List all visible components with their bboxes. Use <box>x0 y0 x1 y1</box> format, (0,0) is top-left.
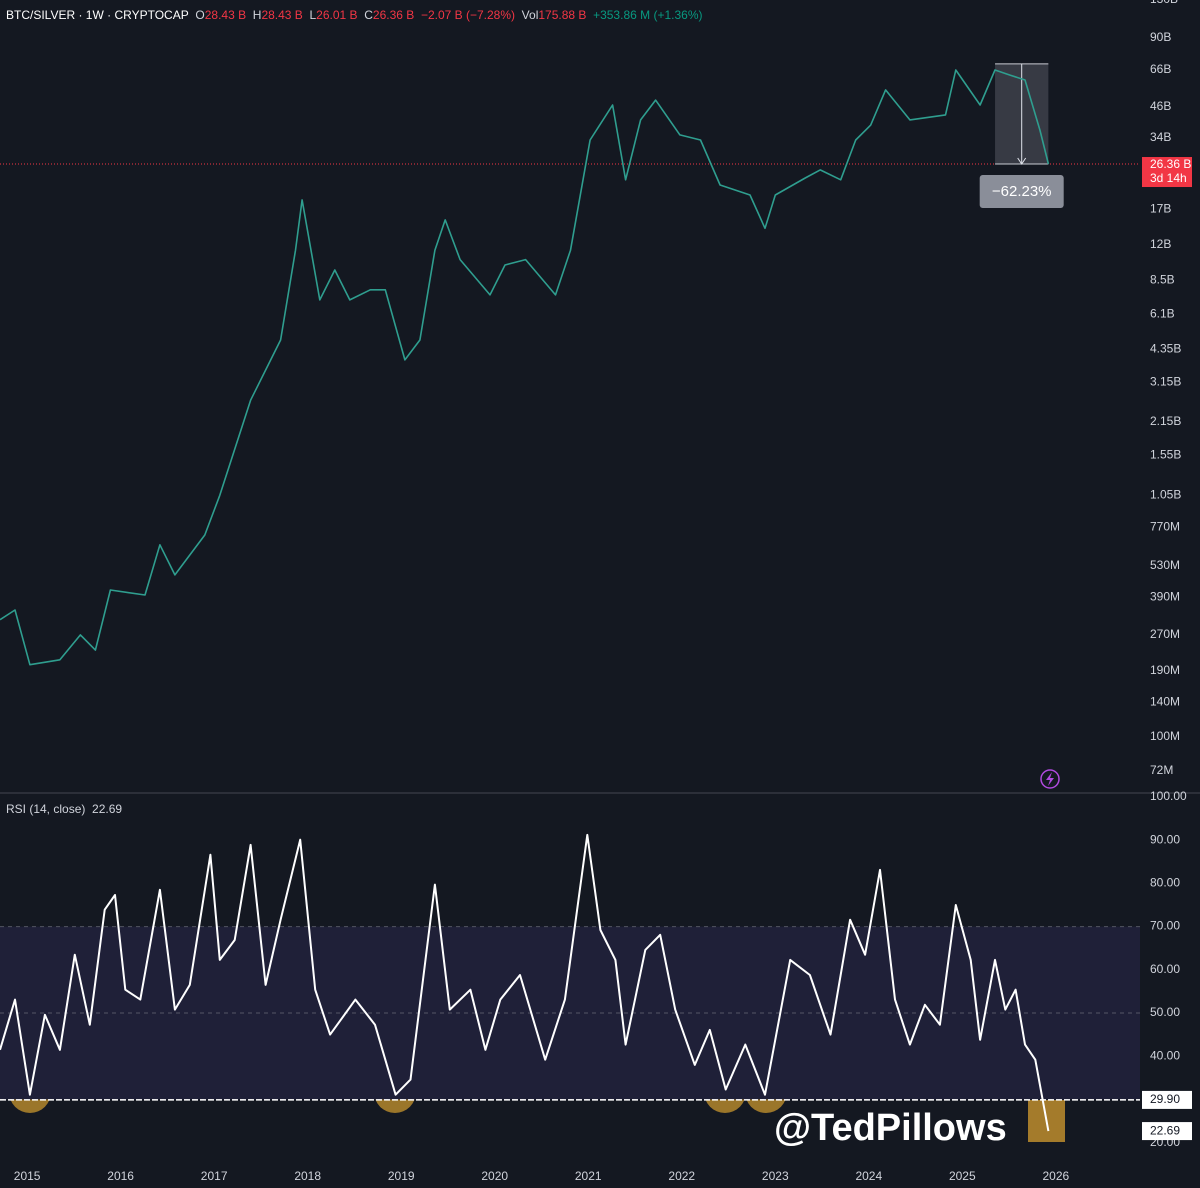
y-tick-label: 40.00 <box>1150 1048 1180 1062</box>
ohlc-value: 28.43 B <box>261 8 303 22</box>
symbol-legend: BTC/SILVER · 1W · CRYPTOCAP O28.43 B H28… <box>6 8 702 22</box>
y-tick-label: 190M <box>1150 663 1180 677</box>
x-tick-label: 2024 <box>855 1169 882 1183</box>
ohlc-value: 26.36 B <box>372 8 415 22</box>
ohlc-value: 28.43 B <box>204 8 247 22</box>
x-tick-label: 2017 <box>201 1169 228 1183</box>
x-tick-label: 2025 <box>949 1169 976 1183</box>
x-tick-label: 2015 <box>14 1169 41 1183</box>
x-tick-label: 2018 <box>294 1169 321 1183</box>
y-tick-label: 140M <box>1150 695 1180 709</box>
symbol: BTC/SILVER · 1W · CRYPTOCAP <box>6 8 189 22</box>
countdown-label: 3d 14h <box>1150 171 1187 185</box>
ohlc-value: 26.01 B <box>316 8 358 22</box>
ohlc-label: H <box>252 8 262 22</box>
y-tick-label: 34B <box>1150 130 1171 144</box>
reference-label-box <box>1142 1090 1192 1109</box>
measure-arrowhead <box>1017 157 1027 165</box>
y-tick-label: 270M <box>1150 627 1180 641</box>
alert-icon <box>1040 769 1060 789</box>
current-label-box <box>1142 1122 1192 1141</box>
y-tick-label: 60.00 <box>1150 962 1180 976</box>
y-tick-label: 100.00 <box>1150 789 1187 803</box>
y-tick-label: 1.05B <box>1150 487 1181 501</box>
x-tick-label: 2020 <box>481 1169 508 1183</box>
volume-change: +353.86 M (+1.36%) <box>593 8 703 22</box>
y-tick-label: 3.15B <box>1150 375 1181 389</box>
measure-label-box <box>979 175 1064 209</box>
y-tick-label: 66B <box>1150 62 1171 76</box>
y-tick-label: 6.1B <box>1150 307 1175 321</box>
ohlc-label: L <box>309 8 317 22</box>
ohlc-label: C <box>364 8 373 22</box>
y-tick-label: 12B <box>1150 237 1171 251</box>
y-tick-label: 2.15B <box>1150 414 1181 428</box>
watermark: @TedPillows <box>774 1107 1007 1149</box>
volume-label: Vol <box>521 8 539 22</box>
y-tick-label: 90B <box>1150 30 1171 44</box>
y-tick-label: 80.00 <box>1150 876 1180 890</box>
current-label: 22.69 <box>1150 1123 1180 1137</box>
measure-label: −62.23% <box>992 183 1052 200</box>
y-tick-label: 100M <box>1150 729 1180 743</box>
reference-label: 29.90 <box>1150 1092 1180 1106</box>
x-tick-label: 2016 <box>107 1169 134 1183</box>
y-tick-label: 530M <box>1150 558 1180 572</box>
y-tick-label: 17B <box>1150 201 1171 215</box>
volume-value: 175.88 B <box>538 8 587 22</box>
y-tick-label: 90.00 <box>1150 832 1180 846</box>
y-tick-label: 46B <box>1150 99 1171 113</box>
last-price-label: 26.36 B <box>1150 157 1191 171</box>
rsi-line <box>0 833 1050 1132</box>
last-price-box <box>1142 157 1192 188</box>
y-tick-label: 50.00 <box>1150 1005 1180 1019</box>
y-tick-label: 8.5B <box>1150 273 1175 287</box>
x-tick-label: 2022 <box>668 1169 695 1183</box>
ohlc-label: O <box>195 8 205 22</box>
y-tick-label: 390M <box>1150 589 1180 603</box>
y-tick-label: 1.55B <box>1150 447 1181 461</box>
y-tick-label: 130B <box>1150 0 1178 6</box>
y-tick-label: 72M <box>1150 763 1173 777</box>
x-tick-label: 2019 <box>388 1169 415 1183</box>
rsi-current: 22.69 <box>92 802 123 816</box>
y-tick-label: 770M <box>1150 519 1180 533</box>
change: −2.07 B (−7.28%) <box>420 8 515 22</box>
rsi-legend: RSI (14, close) 22.69 <box>6 802 122 816</box>
price-line <box>0 69 1050 666</box>
y-tick-label: 70.00 <box>1150 919 1180 933</box>
alert-bolt <box>1046 772 1054 786</box>
x-tick-label: 2023 <box>762 1169 789 1183</box>
x-tick-label: 2026 <box>1042 1169 1069 1183</box>
x-tick-label: 2021 <box>575 1169 602 1183</box>
y-tick-label: 4.35B <box>1150 341 1181 355</box>
rsi-title: RSI (14, close) <box>6 802 86 816</box>
